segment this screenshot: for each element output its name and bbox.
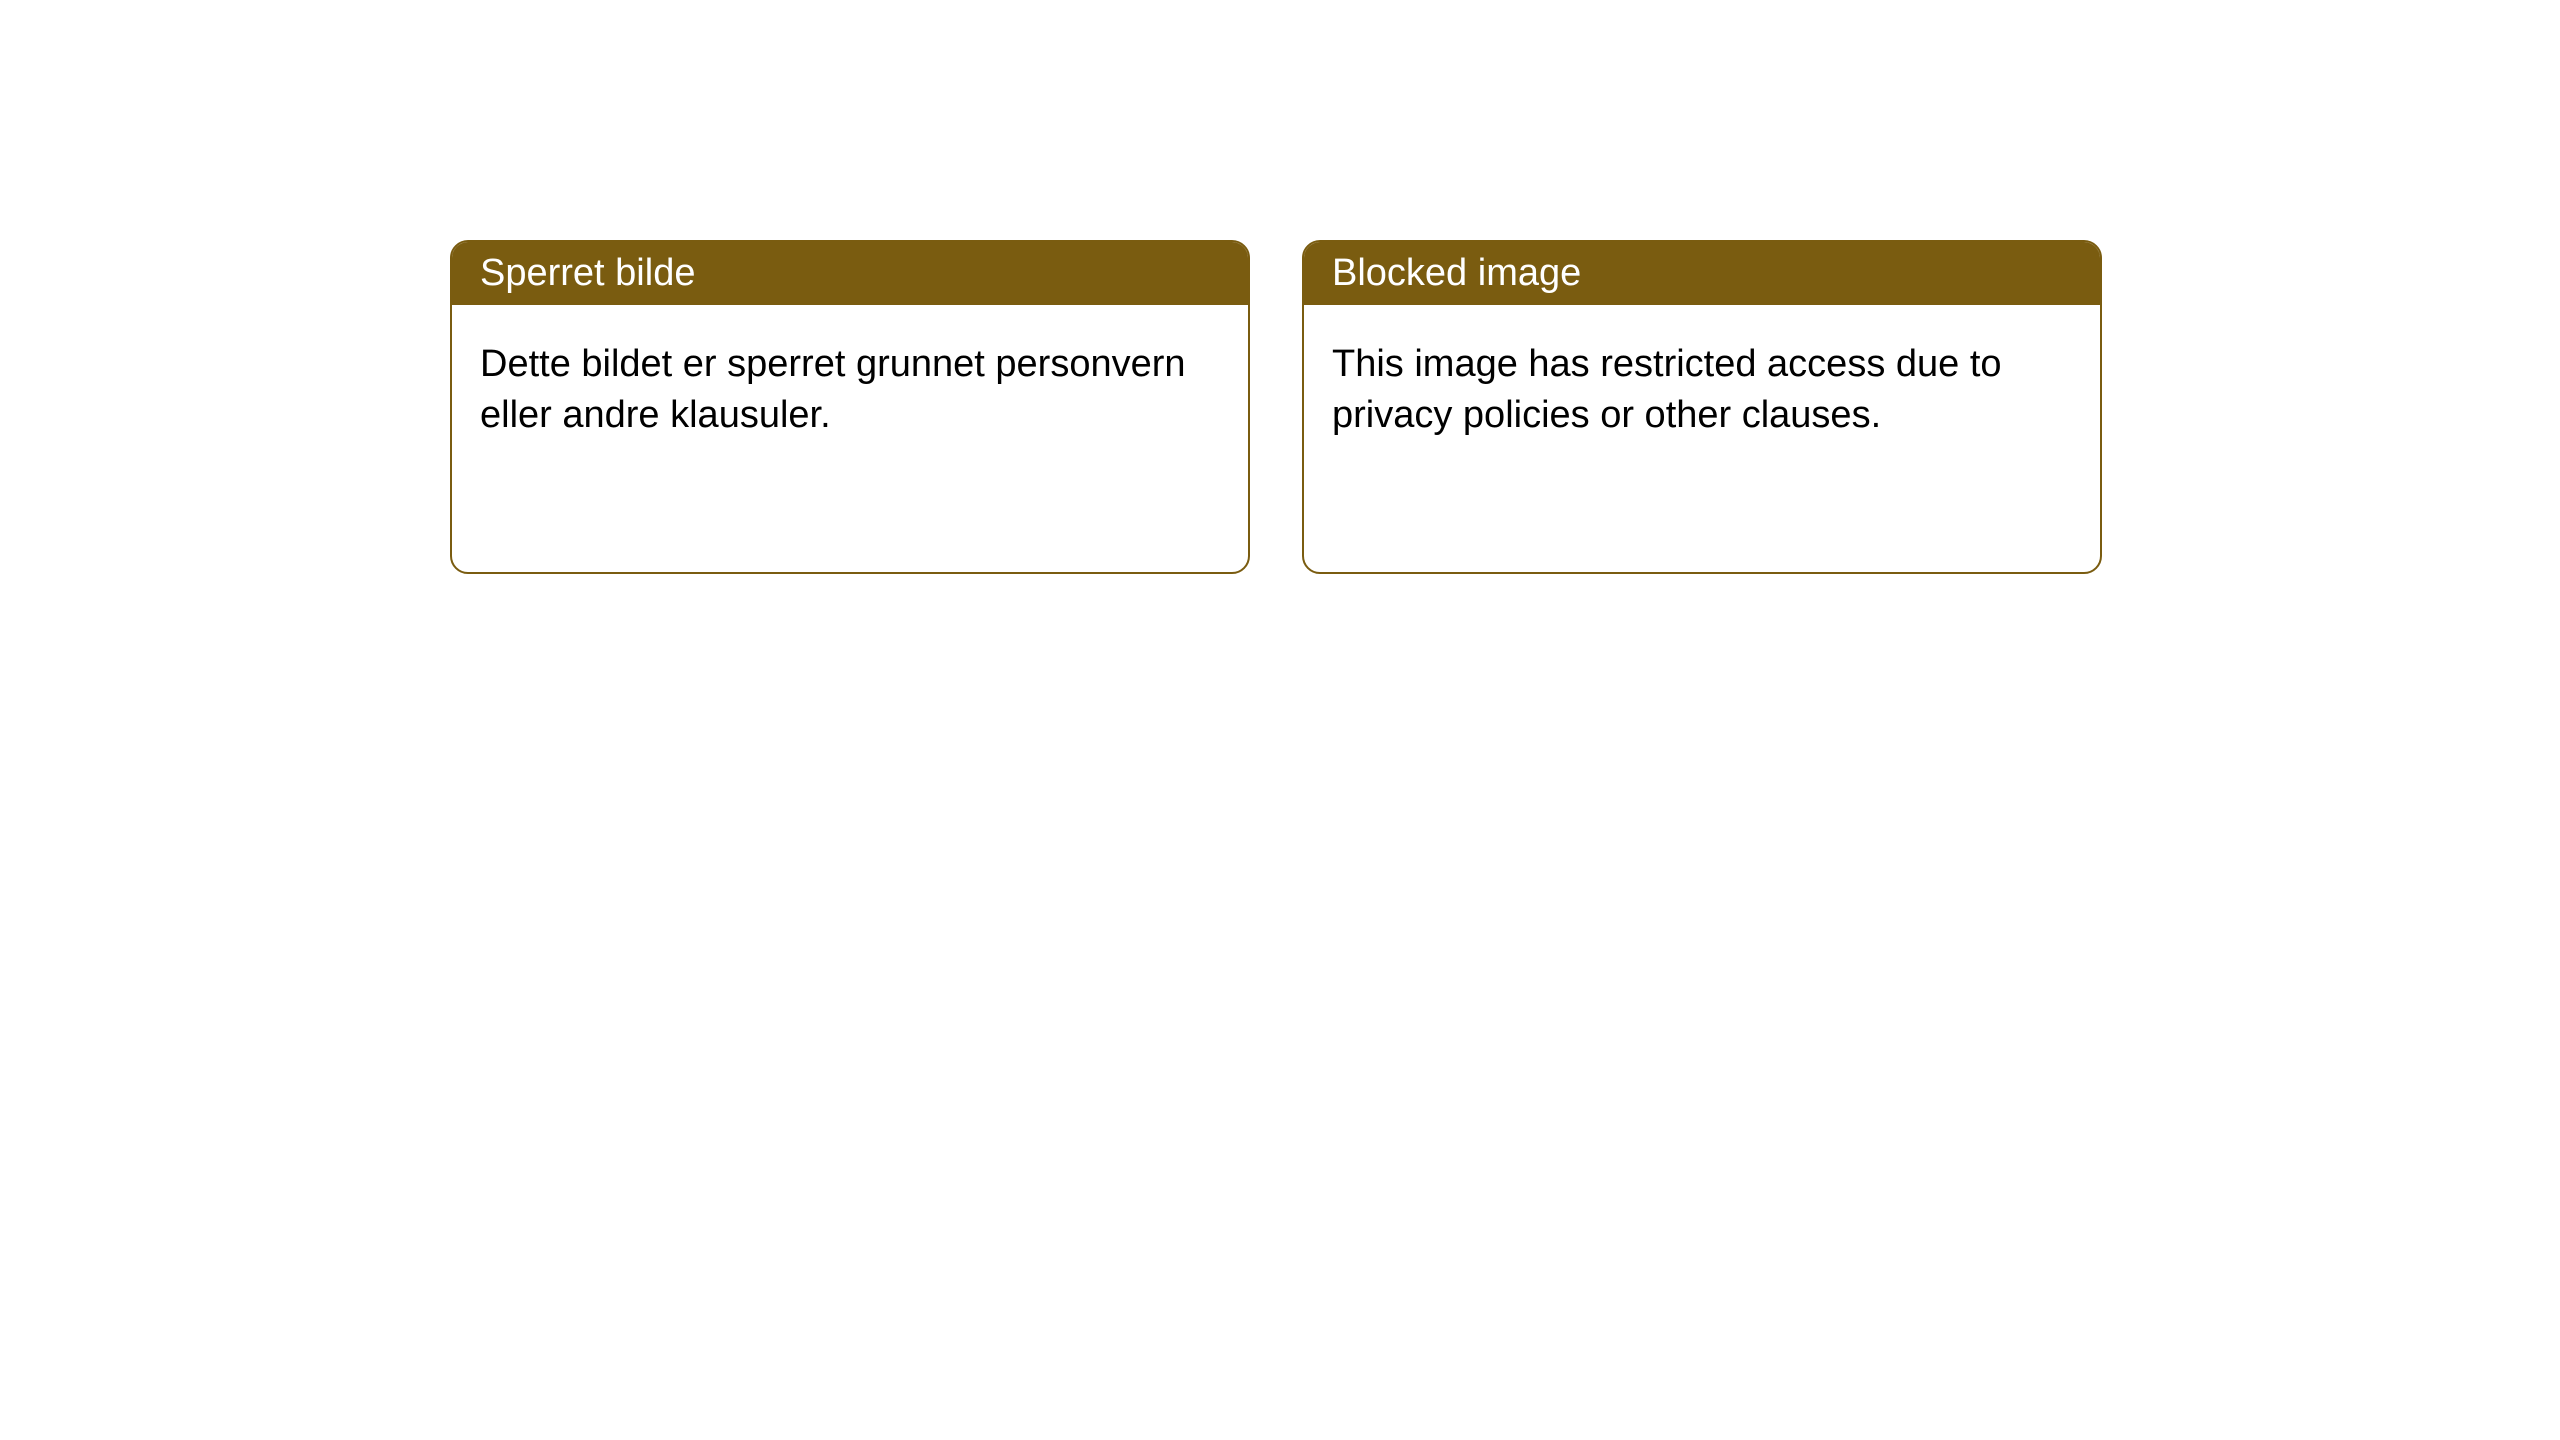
notice-card-norwegian: Sperret bilde Dette bildet er sperret gr… <box>450 240 1250 574</box>
notice-card-english: Blocked image This image has restricted … <box>1302 240 2102 574</box>
notice-body: This image has restricted access due to … <box>1304 305 2100 476</box>
notice-title: Blocked image <box>1304 242 2100 305</box>
notice-body: Dette bildet er sperret grunnet personve… <box>452 305 1248 476</box>
notice-container: Sperret bilde Dette bildet er sperret gr… <box>0 0 2560 574</box>
notice-title: Sperret bilde <box>452 242 1248 305</box>
